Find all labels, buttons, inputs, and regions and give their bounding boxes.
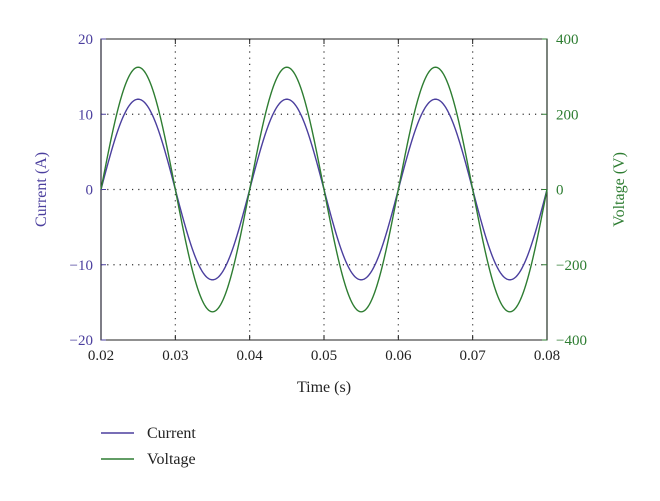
series-line-voltage bbox=[100, 66, 548, 313]
y-right-tick-label: 400 bbox=[556, 32, 579, 48]
y-right-axis-label: Voltage (V) bbox=[611, 152, 628, 227]
legend: Current Voltage bbox=[101, 425, 196, 468]
x-tick-label: 0.02 bbox=[88, 348, 114, 364]
x-tick-label: 0.06 bbox=[385, 348, 412, 364]
legend-label-current: Current bbox=[147, 425, 196, 442]
x-tick-label: 0.07 bbox=[460, 348, 487, 364]
x-tick-label: 0.05 bbox=[311, 348, 337, 364]
y-left-tick-label: 20 bbox=[78, 32, 93, 48]
y-left-tick-label: 0 bbox=[86, 183, 94, 199]
y-left-axis-label: Current (A) bbox=[33, 152, 50, 227]
y-right-tick-label: −200 bbox=[556, 258, 587, 274]
y-right-tick-label: 200 bbox=[556, 107, 579, 123]
x-axis-label: Time (s) bbox=[297, 379, 351, 396]
legend-label-voltage: Voltage bbox=[147, 451, 196, 468]
x-tick-label: 0.04 bbox=[237, 348, 264, 364]
x-axis-ticks: 0.02 0.03 0.04 0.05 0.06 0.07 0.08 bbox=[88, 39, 560, 364]
y-left-axis-ticks: 20 10 0 −10 −20 bbox=[70, 32, 106, 349]
y-right-axis-ticks: 400 200 0 −200 −400 bbox=[542, 32, 587, 349]
x-tick-label: 0.08 bbox=[534, 348, 560, 364]
y-left-tick-label: −10 bbox=[70, 258, 93, 274]
series-layer bbox=[100, 66, 548, 313]
y-left-tick-label: 10 bbox=[78, 107, 93, 123]
y-right-tick-label: −400 bbox=[556, 333, 587, 349]
y-right-tick-label: 0 bbox=[556, 183, 564, 199]
y-left-tick-label: −20 bbox=[70, 333, 93, 349]
x-tick-label: 0.03 bbox=[162, 348, 188, 364]
